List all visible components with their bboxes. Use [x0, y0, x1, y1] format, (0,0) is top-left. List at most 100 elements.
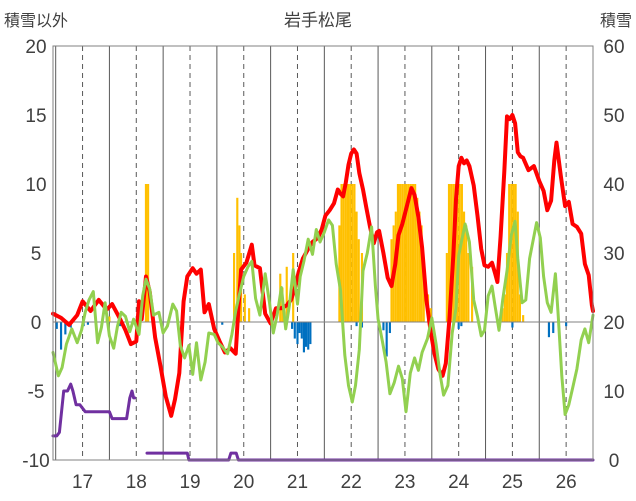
- right-tick-label: 40: [603, 175, 624, 196]
- snowfall-bar: [456, 184, 459, 322]
- precip-bar: [300, 322, 303, 339]
- precip-bar: [296, 322, 299, 345]
- precip-bar: [309, 322, 312, 345]
- snowfall-bar: [422, 266, 425, 322]
- snowfall-bar: [414, 184, 417, 322]
- snowfall-bar: [462, 211, 466, 322]
- snowfall-bar: [144, 184, 148, 322]
- left-axis-ticks: 20 15 10 5 0 -5 -10: [22, 37, 49, 472]
- precip-bar: [291, 322, 294, 329]
- precip-bar: [307, 322, 310, 350]
- right-axis-label: 積雪: [600, 11, 632, 30]
- snowfall-bar: [147, 184, 150, 322]
- x-tick-label: 23: [394, 472, 415, 493]
- snowfall-bar: [522, 315, 525, 322]
- precip-bar: [511, 322, 514, 328]
- snowfall-bar: [401, 184, 404, 322]
- right-tick-label: 0: [609, 451, 620, 472]
- snowfall-bar: [236, 197, 239, 322]
- snow_depth_2-line: [145, 451, 595, 462]
- snowfall-bar: [344, 184, 347, 322]
- snowfall-bar: [450, 184, 453, 322]
- snowfall-bar: [460, 184, 463, 322]
- snowfall-bar: [248, 308, 251, 322]
- snowfall-bar: [108, 316, 111, 322]
- precip-bar: [547, 322, 551, 338]
- x-tick-label: 25: [502, 472, 523, 493]
- x-tick-label: 17: [72, 472, 93, 493]
- snowfall-bar: [505, 253, 509, 322]
- precip-bar: [552, 322, 555, 334]
- snowfall-bar: [405, 184, 408, 322]
- left-tick-label: -10: [22, 451, 49, 472]
- snowfall-bar: [342, 184, 345, 322]
- right-tick-label: 20: [603, 313, 624, 334]
- snowfall-bar: [338, 225, 341, 322]
- snowfall-bar: [514, 184, 517, 322]
- snowfall-bar: [346, 184, 350, 322]
- x-tick-label: 24: [448, 472, 470, 493]
- snowfall-bar: [285, 266, 288, 322]
- precip-bar: [305, 322, 308, 347]
- snowfall-bar: [447, 184, 451, 322]
- precip-bar: [64, 322, 67, 335]
- snowfall-bar: [465, 225, 468, 322]
- x-tick-label: 19: [179, 472, 200, 493]
- temp_avg-line: [51, 218, 595, 416]
- snowfall-bar: [454, 184, 457, 322]
- snowfall-bar: [467, 253, 470, 322]
- snow_depth-line: [51, 382, 137, 438]
- right-tick-label: 50: [603, 106, 624, 127]
- snowfall-bar: [409, 184, 412, 322]
- snowfall-bar: [340, 184, 343, 322]
- precip-bar: [86, 322, 89, 325]
- snowfall-bar: [416, 197, 419, 322]
- snowfall-bar: [411, 184, 415, 322]
- x-tick-label: 22: [341, 472, 362, 493]
- temp_max-line: [51, 113, 595, 418]
- precip-bar: [302, 322, 305, 353]
- left-tick-label: 15: [25, 106, 46, 127]
- snowfall-bar: [399, 184, 402, 322]
- right-axis-ticks: 60 50 40 30 20 10 0: [603, 37, 624, 472]
- chart-title: 岩手松尾: [284, 11, 352, 31]
- precip-bar: [355, 322, 358, 327]
- precip-bar: [382, 322, 385, 331]
- snowfall-bar: [420, 225, 423, 322]
- right-tick-label: 30: [603, 244, 624, 265]
- snowfall-bar: [518, 294, 521, 322]
- precip-bar: [119, 322, 122, 327]
- precip-bar: [55, 322, 58, 329]
- left-tick-label: -5: [28, 382, 45, 403]
- snowfall-bar: [429, 308, 432, 322]
- x-tick-label: 18: [126, 472, 147, 493]
- snowfall-bar: [233, 253, 236, 322]
- x-tick-label: 21: [287, 472, 308, 493]
- snowfall-bar: [353, 184, 356, 322]
- snowfall-bar: [418, 211, 421, 322]
- precip-bar: [59, 322, 63, 350]
- snowfall-bar: [357, 239, 360, 322]
- precip-series: [55, 322, 568, 357]
- right-tick-label: 10: [603, 382, 624, 403]
- precip-bar: [460, 322, 463, 327]
- snowfall-bar: [503, 294, 506, 322]
- x-axis-ticks: 17 18 19 20 21 22 23 24 25 26: [72, 472, 577, 493]
- x-tick-label: 20: [233, 472, 254, 493]
- snowfall-bar: [243, 294, 246, 322]
- left-tick-label: 5: [31, 244, 42, 265]
- snowfall-bar: [512, 184, 515, 322]
- precip-bar: [385, 322, 388, 357]
- plot-frame: [52, 45, 594, 461]
- snowfall-bar: [510, 184, 513, 322]
- left-tick-label: 20: [25, 37, 46, 58]
- snowfall-bar: [501, 308, 504, 322]
- snowfall-bar: [407, 184, 410, 322]
- left-axis-label: 積雪以外: [4, 11, 68, 30]
- precip-bar: [221, 322, 224, 325]
- right-tick-label: 60: [603, 37, 624, 58]
- snowfall-bar: [445, 253, 448, 322]
- left-tick-label: 0: [31, 313, 42, 334]
- precip-bar: [293, 322, 296, 339]
